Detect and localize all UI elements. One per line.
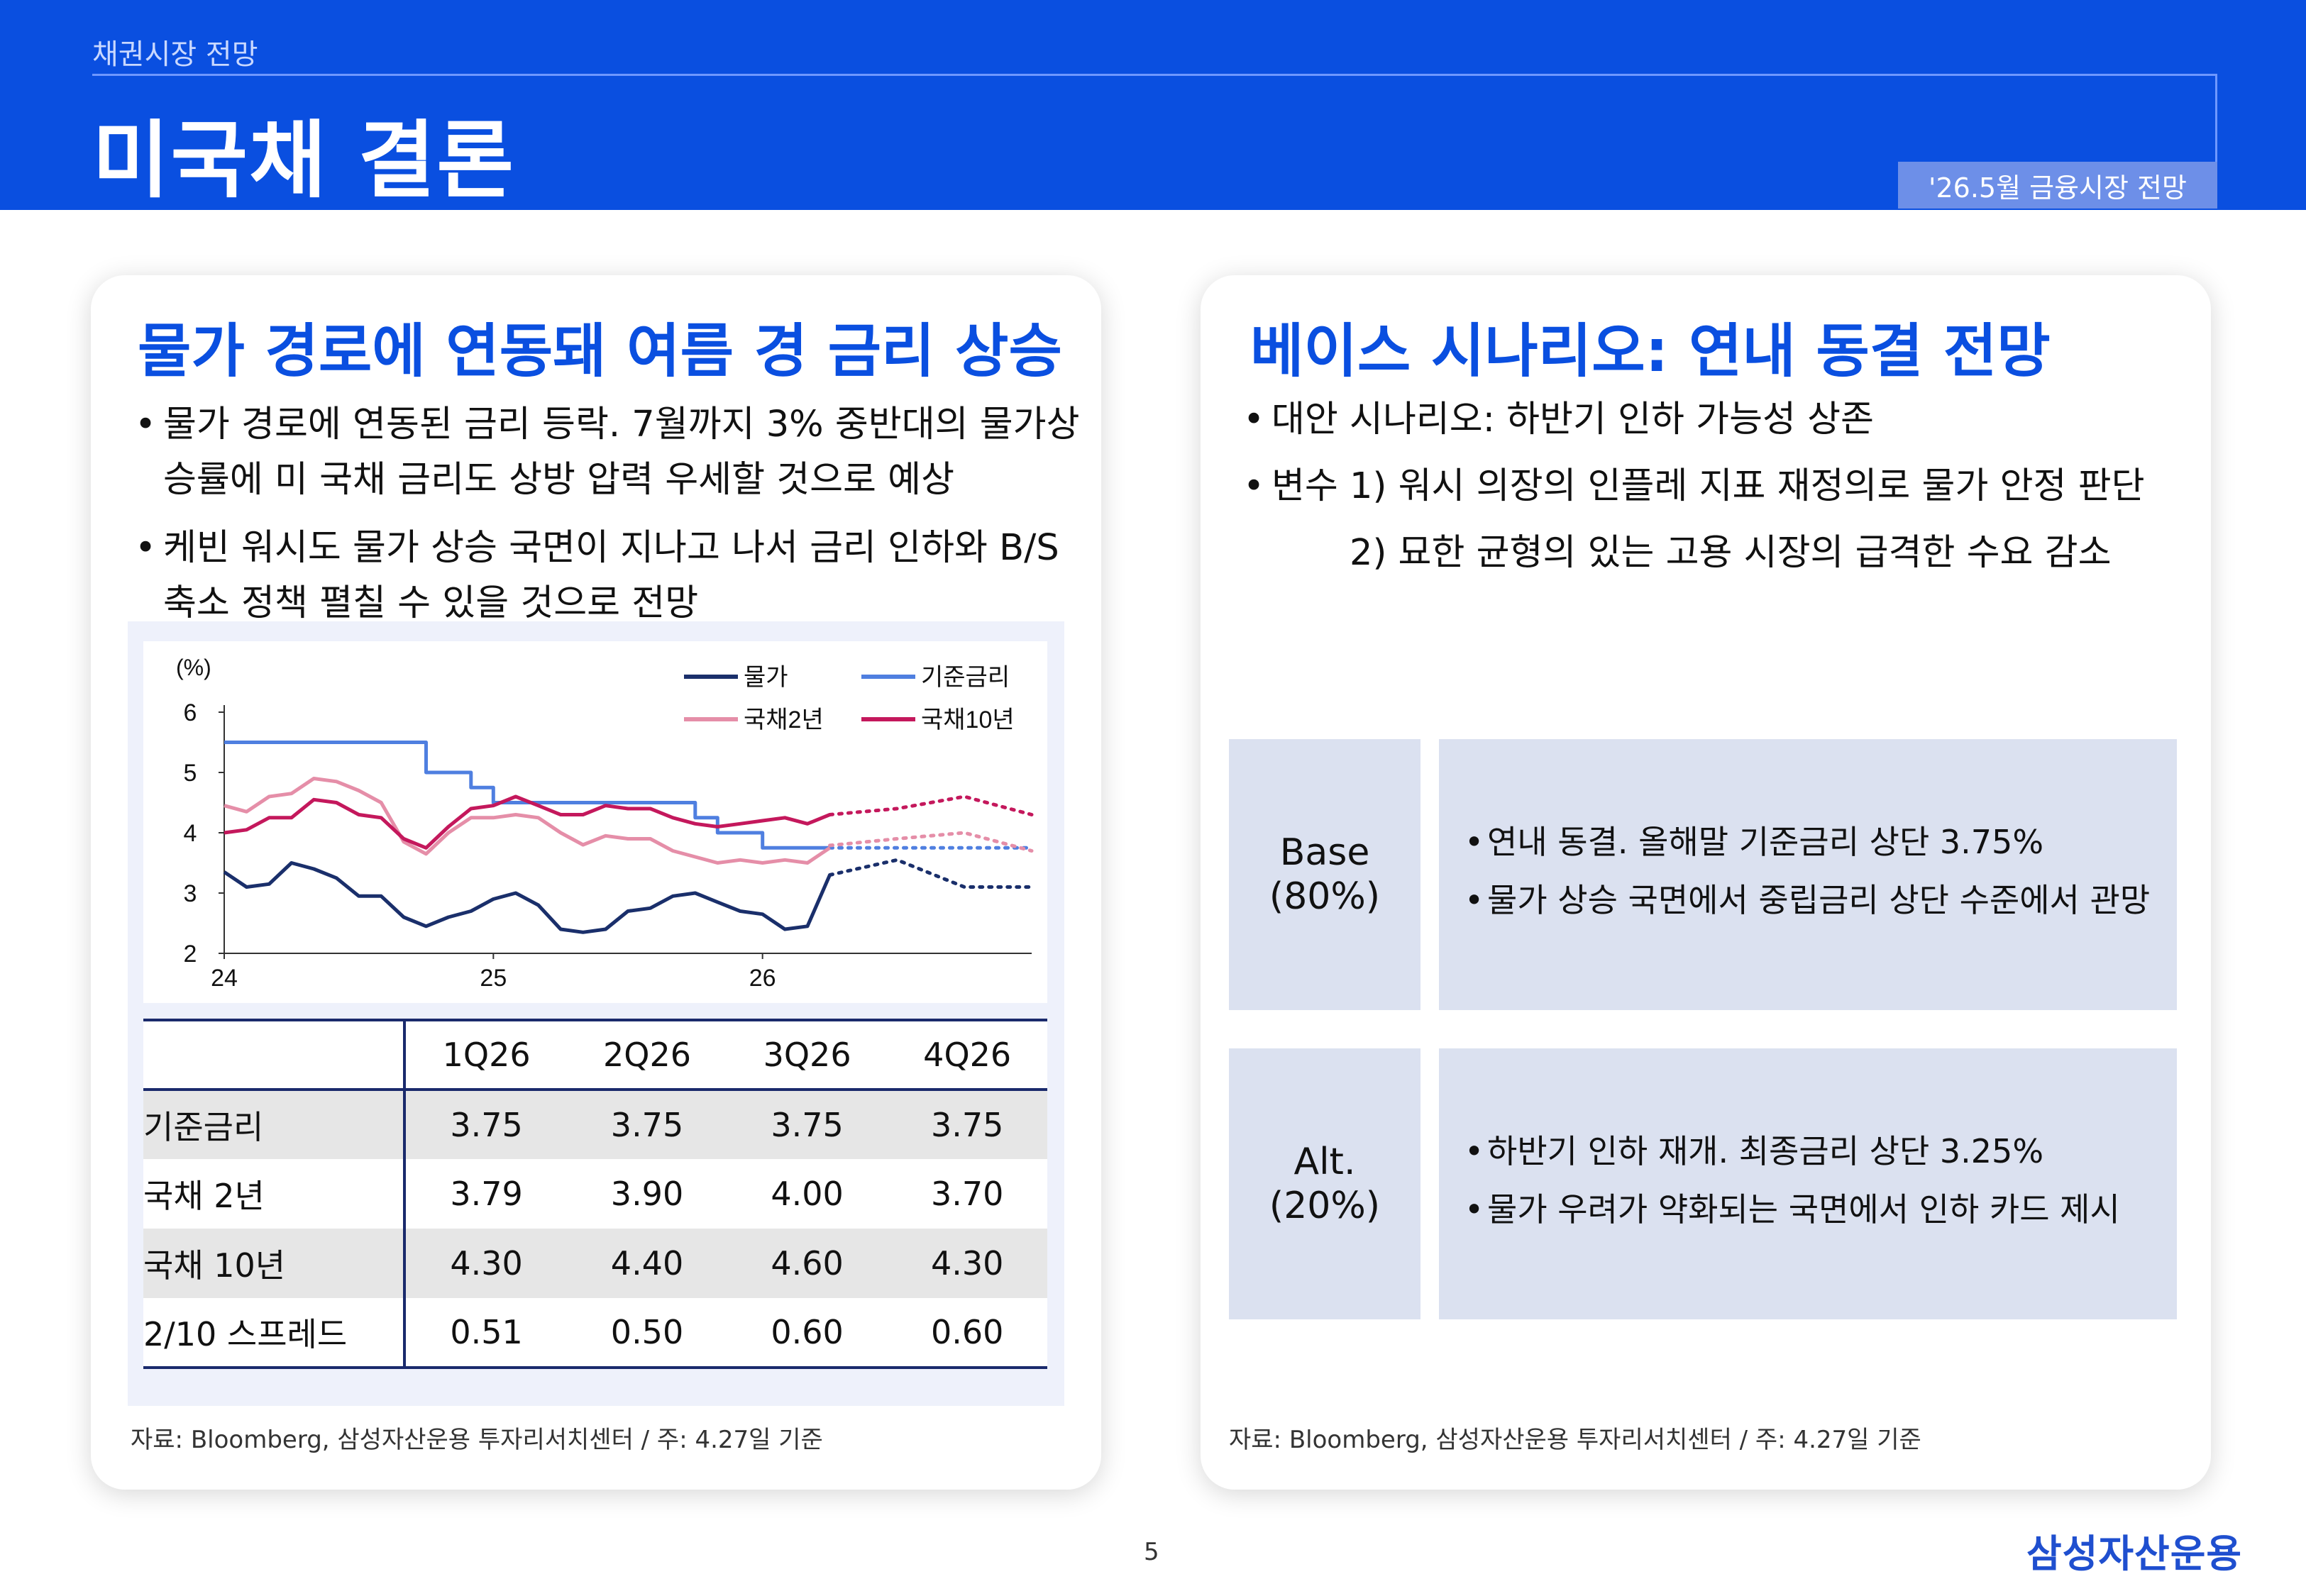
scenario-point: 물가 상승 국면에서 중립금리 상단 수준에서 관망 xyxy=(1464,871,2150,929)
scenario-point: 물가 우려가 약화되는 국면에서 인하 카드 제시 xyxy=(1464,1180,2120,1238)
y-tick-label: 5 xyxy=(184,760,197,787)
header-divider-vertical xyxy=(2215,74,2217,209)
report-badge: '26.5월 금융시장 전망 xyxy=(1898,162,2217,209)
page-title: 미국채 결론 xyxy=(92,111,515,209)
scenario-probability: (80%) xyxy=(1269,875,1381,918)
table-row: 2/10 스프레드 0.51 0.50 0.60 0.60 xyxy=(143,1298,1047,1369)
series-line-기준금리 xyxy=(224,741,830,850)
right-bullet: 대안 시나리오: 하반기 인하 가능성 상존 xyxy=(1243,387,2208,453)
table-cell: 3.70 xyxy=(930,1175,1004,1213)
header-bar: 채권시장 전망 미국채 결론 '26.5월 금융시장 전망 xyxy=(0,0,2306,210)
table-header-row: 1Q26 2Q26 3Q26 4Q26 xyxy=(143,1019,1047,1091)
section-label: 채권시장 전망 xyxy=(92,38,258,71)
column-header: 4Q26 xyxy=(887,1019,1047,1091)
column-header: 3Q26 xyxy=(727,1019,888,1091)
company-logo: 삼성자산운용 xyxy=(2026,1531,2243,1576)
scenario-probability: (20%) xyxy=(1269,1185,1381,1227)
right-bullet-list: 대안 시나리오: 하반기 인하 가능성 상존 변수 1) 워시 의장의 인플레 … xyxy=(1243,387,2208,587)
scenario-base-label: Base (80%) xyxy=(1229,739,1420,1010)
table-cell: 3.75 xyxy=(567,1090,727,1159)
table-cell: 3.75 xyxy=(727,1090,888,1159)
table-cell: 3.75 xyxy=(404,1090,568,1159)
header-divider xyxy=(92,74,2217,76)
column-header: 2Q26 xyxy=(567,1019,727,1091)
y-tick-label: 6 xyxy=(184,699,197,726)
left-card-title: 물가 경로에 연동돼 여름 경 금리 상승 xyxy=(138,318,1062,385)
scenario-base-body: 연내 동결. 올해말 기준금리 상단 3.75% 물가 상승 국면에서 중립금리… xyxy=(1439,739,2177,1010)
left-bullet-list: 물가 경로에 연동된 금리 등락. 7월까지 3% 중반대의 물가상승률에 미 … xyxy=(135,397,1100,644)
forecast-table: 1Q26 2Q26 3Q26 4Q26 기준금리 3.75 3.75 3.75 … xyxy=(143,1019,1047,1369)
forecast-line-국채10년 xyxy=(828,794,1034,816)
scenario-point: 연내 동결. 올해말 기준금리 상단 3.75% xyxy=(1464,813,2150,871)
series-line-국채10년 xyxy=(224,794,831,850)
row-label: 기준금리 xyxy=(143,1090,406,1159)
forecast-line-국채2년 xyxy=(828,831,1034,853)
y-unit-label: (%) xyxy=(176,655,211,680)
table-cell: 3.90 xyxy=(610,1175,684,1213)
right-source-note: 자료: Bloomberg, 삼성자산운용 투자리서치센터 / 주: 4.27일… xyxy=(1229,1426,1921,1454)
left-bullet: 물가 경로에 연동된 금리 등락. 7월까지 3% 중반대의 물가상승률에 미 … xyxy=(135,397,1100,508)
x-tick-label: 24 xyxy=(211,965,238,992)
table-cell: 4.30 xyxy=(887,1229,1047,1298)
legend-label: 국채10년 xyxy=(921,706,1015,733)
series-line-물가 xyxy=(223,861,832,934)
y-tick-label: 2 xyxy=(184,941,197,968)
right-sub-bullet: 2) 묘한 균형의 있는 고용 시장의 급격한 수요 감소 xyxy=(1350,532,2112,574)
scenario-alt-label: Alt. (20%) xyxy=(1229,1048,1420,1319)
series-line-국채2년 xyxy=(224,777,831,865)
right-card-title: 베이스 시나리오: 연내 동결 전망 xyxy=(1250,318,2051,385)
table-cell: 0.51 xyxy=(404,1298,568,1369)
left-bullet: 케빈 워시도 물가 상승 국면이 지나고 나서 금리 인하와 B/S 축소 정책… xyxy=(135,521,1100,631)
legend-label: 물가 xyxy=(744,664,788,691)
row-label: 국채 10년 xyxy=(143,1229,406,1298)
row-label: 2/10 스프레드 xyxy=(143,1298,406,1369)
table-cell: 0.60 xyxy=(727,1298,888,1369)
scenario-name: Base xyxy=(1279,831,1370,874)
table-corner xyxy=(143,1019,406,1091)
forecast-line-물가 xyxy=(828,858,1034,889)
chart-panel: 2 3 4 5 6 (%) 24 25 26 물가 기준금리 국채2년 국채10년 1Q26 2Q26 … xyxy=(128,621,1064,1406)
table-cell: 0.50 xyxy=(567,1298,727,1369)
page-number: 5 xyxy=(1144,1538,1159,1566)
table-cell: 4.00 xyxy=(771,1175,844,1213)
table-cell: 4.30 xyxy=(404,1229,568,1298)
left-card: 물가 경로에 연동돼 여름 경 금리 상승 물가 경로에 연동된 금리 등락. … xyxy=(91,275,1101,1490)
row-label: 국채 2년 xyxy=(143,1159,406,1229)
table-row: 기준금리 3.75 3.75 3.75 3.75 xyxy=(143,1090,1047,1159)
x-tick-label: 26 xyxy=(749,965,776,992)
legend-label: 국채2년 xyxy=(744,706,824,733)
table-cell: 3.79 xyxy=(450,1175,523,1213)
legend-label: 기준금리 xyxy=(921,664,1010,691)
y-tick-label: 4 xyxy=(184,820,197,847)
table-cell: 0.60 xyxy=(887,1298,1047,1369)
scenario-alt-body: 하반기 인하 재개. 최종금리 상단 3.25% 물가 우려가 약화되는 국면에… xyxy=(1439,1048,2177,1319)
right-bullet: 변수 1) 워시 의장의 인플레 지표 재정의로 물가 안정 판단 xyxy=(1243,454,2208,519)
right-card: 베이스 시나리오: 연내 동결 전망 대안 시나리오: 하반기 인하 가능성 상… xyxy=(1201,275,2211,1490)
table-cell: 3.75 xyxy=(887,1090,1047,1159)
table-row: 국채 10년 4.30 4.40 4.60 4.30 xyxy=(143,1229,1047,1298)
table-cell: 4.40 xyxy=(567,1229,727,1298)
x-tick-label: 25 xyxy=(480,965,507,992)
table-cell: 4.60 xyxy=(727,1229,888,1298)
scenario-point: 하반기 인하 재개. 최종금리 상단 3.25% xyxy=(1464,1122,2120,1180)
column-header: 1Q26 xyxy=(404,1019,568,1091)
y-tick-label: 3 xyxy=(184,880,197,907)
scenario-name: Alt. xyxy=(1293,1141,1356,1183)
table-row: 국채 2년 3.79 3.90 4.00 3.70 xyxy=(143,1159,1047,1229)
left-source-note: 자료: Bloomberg, 삼성자산운용 투자리서치센터 / 주: 4.27일… xyxy=(131,1426,823,1454)
